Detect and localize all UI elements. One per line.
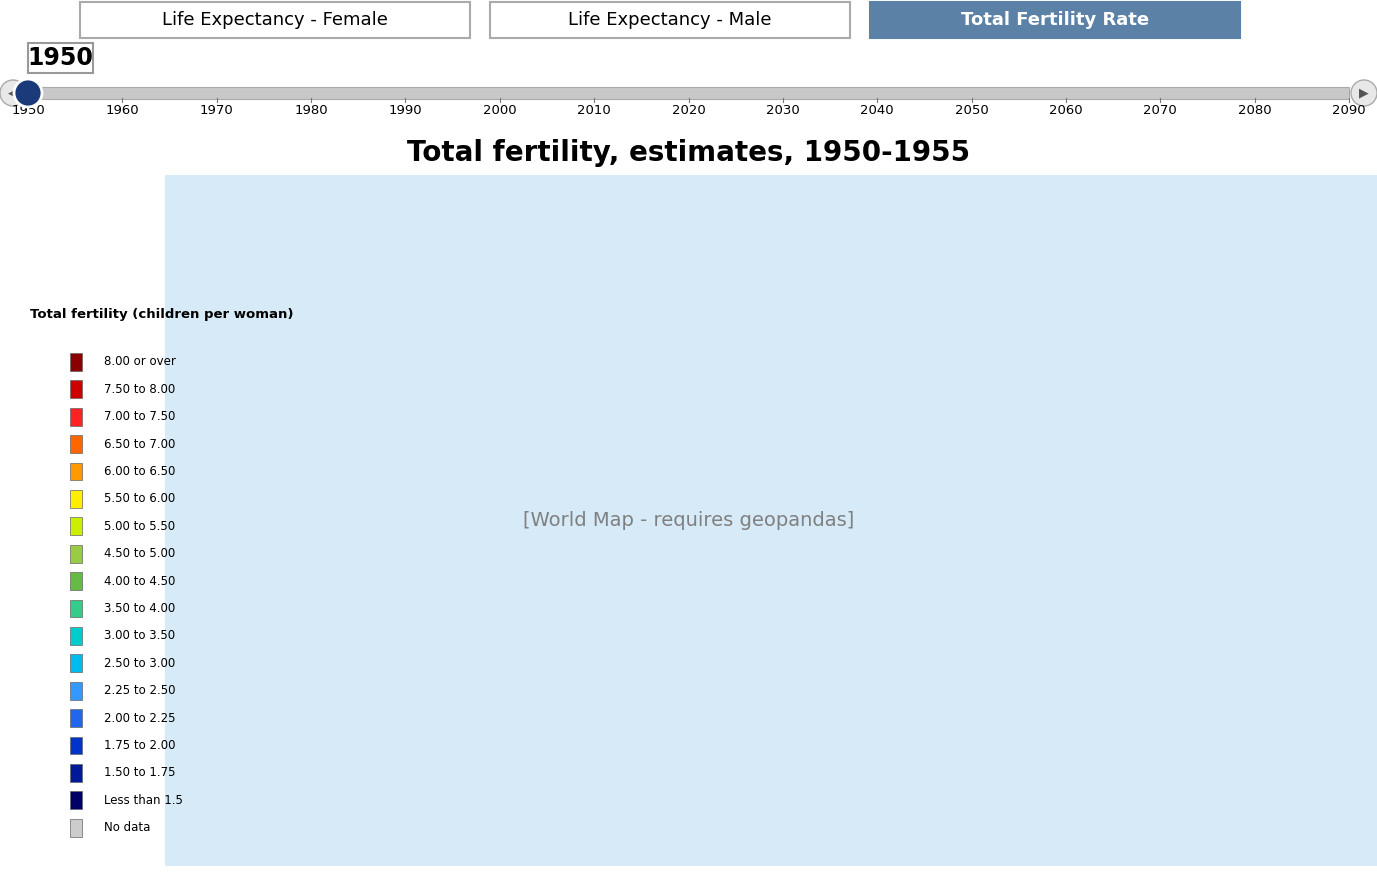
Text: 8.00 or over: 8.00 or over [103, 355, 176, 369]
Text: 6.00 to 6.50: 6.00 to 6.50 [103, 465, 175, 478]
Bar [70, 572, 83, 590]
Text: 2.50 to 3.00: 2.50 to 3.00 [103, 657, 175, 670]
Text: 2000: 2000 [483, 104, 516, 117]
Text: ▶: ▶ [1359, 87, 1369, 100]
Text: 1960: 1960 [106, 104, 139, 117]
Bar [70, 599, 83, 617]
Bar [70, 654, 83, 672]
Bar [70, 408, 83, 425]
Text: 2.25 to 2.50: 2.25 to 2.50 [103, 684, 175, 697]
Bar [70, 627, 83, 644]
Text: 1.50 to 1.75: 1.50 to 1.75 [103, 766, 175, 780]
Text: 1950: 1950 [11, 104, 45, 117]
Bar [80, 2, 470, 38]
Bar [70, 791, 83, 809]
Text: 1.75 to 2.00: 1.75 to 2.00 [103, 739, 175, 752]
Text: 2080: 2080 [1238, 104, 1271, 117]
Text: 1950: 1950 [28, 46, 94, 70]
Bar [70, 682, 83, 699]
Bar [28, 87, 1349, 99]
Text: 1990: 1990 [388, 104, 423, 117]
Bar [70, 490, 83, 507]
Bar [490, 2, 850, 38]
Text: 3.50 to 4.00: 3.50 to 4.00 [103, 602, 175, 615]
Bar [70, 462, 83, 480]
Text: 5.50 to 6.00: 5.50 to 6.00 [103, 492, 175, 506]
Circle shape [14, 79, 43, 107]
Text: Total fertility (children per woman): Total fertility (children per woman) [30, 308, 293, 321]
Text: 2040: 2040 [861, 104, 894, 117]
Bar [28, 43, 94, 73]
Text: 2030: 2030 [766, 104, 800, 117]
Text: Total fertility, estimates, 1950-1955: Total fertility, estimates, 1950-1955 [408, 139, 969, 167]
Text: Life Expectancy - Female: Life Expectancy - Female [162, 11, 388, 29]
Text: 6.50 to 7.00: 6.50 to 7.00 [103, 438, 175, 451]
Bar [70, 435, 83, 453]
Text: Life Expectancy - Male: Life Expectancy - Male [569, 11, 771, 29]
Bar [165, 175, 1377, 866]
Text: 1970: 1970 [200, 104, 234, 117]
Text: 2010: 2010 [577, 104, 611, 117]
Text: No data: No data [103, 821, 150, 834]
Text: 4.50 to 5.00: 4.50 to 5.00 [103, 547, 175, 560]
Circle shape [0, 80, 26, 106]
Text: 5.00 to 5.50: 5.00 to 5.50 [103, 520, 175, 533]
Text: 2020: 2020 [672, 104, 705, 117]
Text: 1980: 1980 [295, 104, 328, 117]
Text: 2060: 2060 [1049, 104, 1082, 117]
Bar [870, 2, 1241, 38]
Text: 7.50 to 8.00: 7.50 to 8.00 [103, 383, 175, 396]
Text: 2050: 2050 [954, 104, 989, 117]
Bar [70, 736, 83, 754]
Text: ◀: ◀ [8, 87, 18, 100]
Bar [70, 764, 83, 781]
Text: 4.00 to 4.50: 4.00 to 4.50 [103, 575, 175, 588]
Bar [70, 353, 83, 370]
Text: [World Map - requires geopandas]: [World Map - requires geopandas] [523, 511, 854, 530]
Bar [70, 819, 83, 836]
Bar [70, 380, 83, 398]
Text: 2070: 2070 [1143, 104, 1177, 117]
Text: 3.00 to 3.50: 3.00 to 3.50 [103, 629, 175, 643]
Text: Total Fertility Rate: Total Fertility Rate [961, 11, 1148, 29]
Text: 7.00 to 7.50: 7.00 to 7.50 [103, 410, 175, 423]
Bar [70, 709, 83, 727]
Text: 2.00 to 2.25: 2.00 to 2.25 [103, 712, 175, 725]
Bar [70, 517, 83, 535]
Circle shape [1351, 80, 1377, 106]
Text: 2090: 2090 [1332, 104, 1366, 117]
Bar [70, 545, 83, 562]
Text: Less than 1.5: Less than 1.5 [103, 794, 183, 807]
